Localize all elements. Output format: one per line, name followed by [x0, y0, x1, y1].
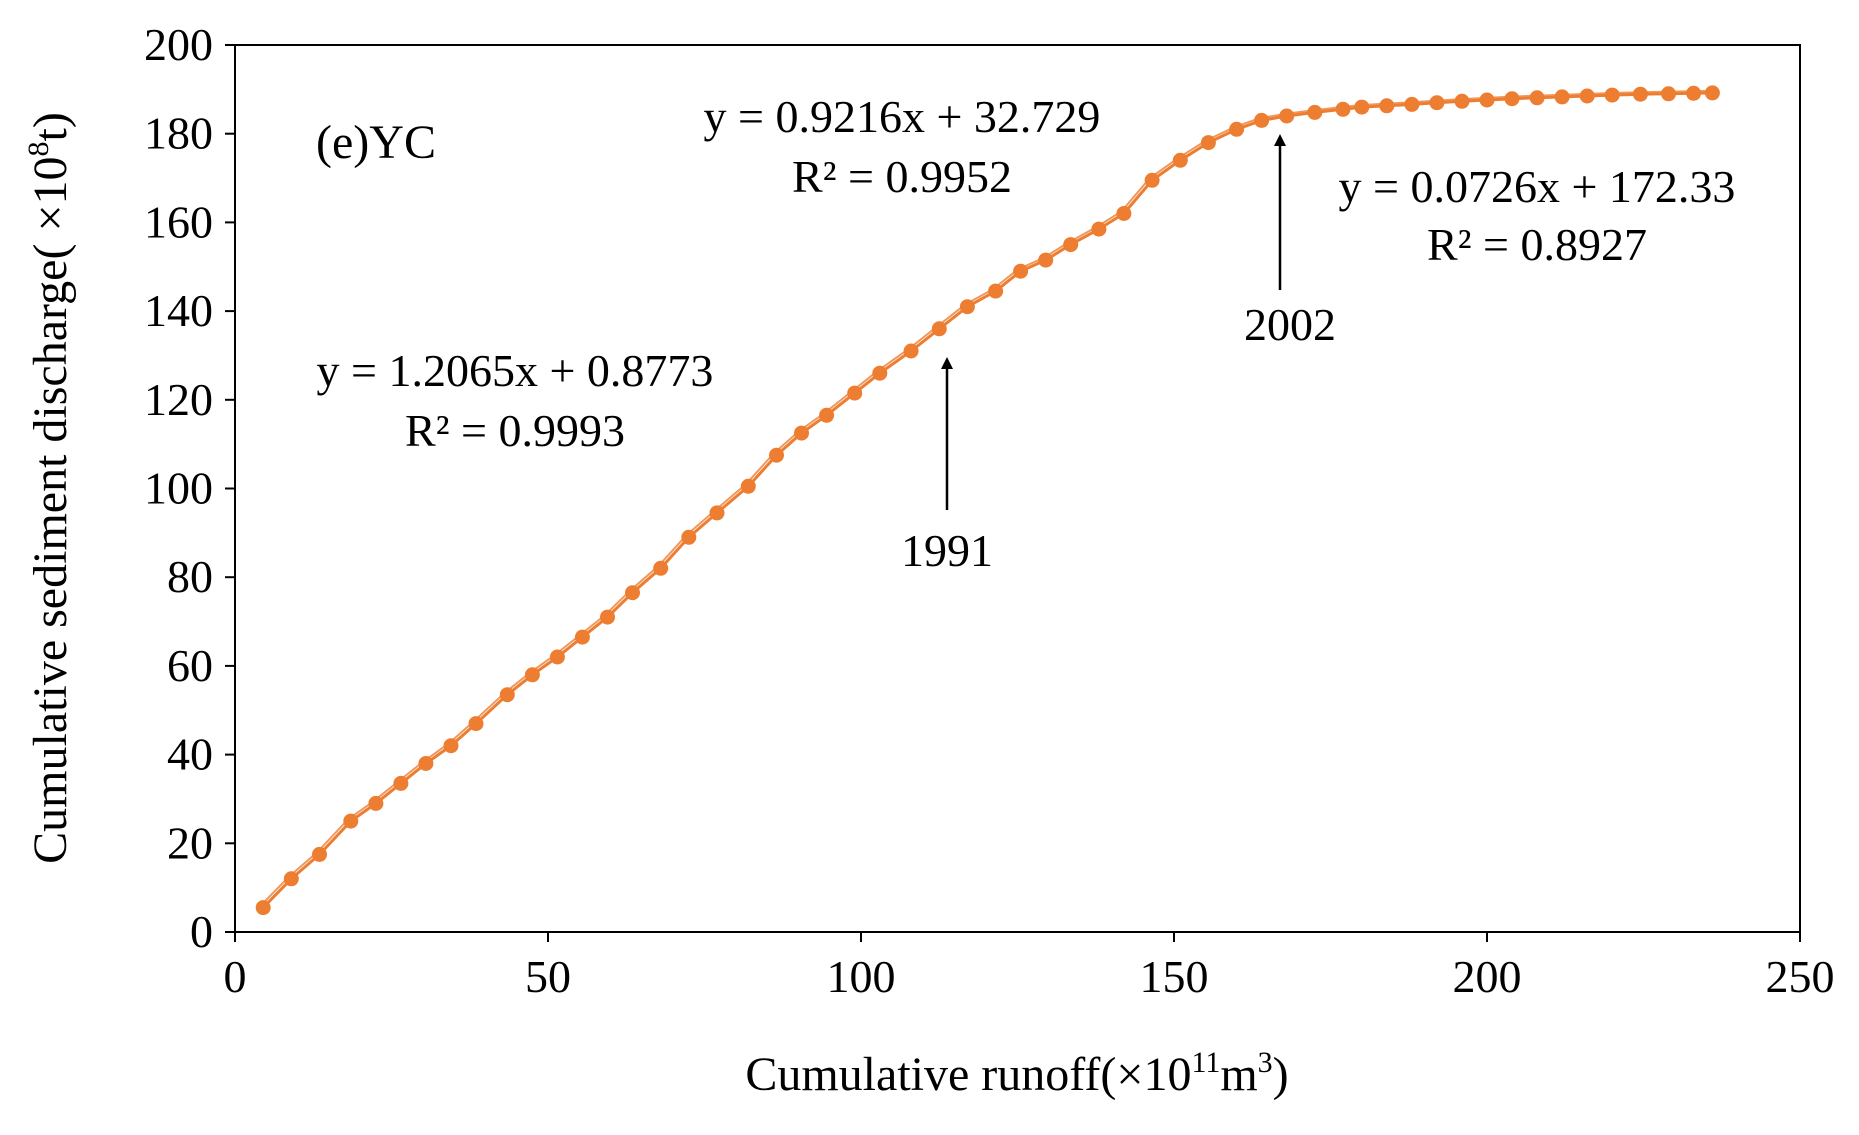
y-tick-label: 120 [144, 374, 213, 425]
data-point [255, 900, 271, 916]
y-tick-label: 140 [144, 285, 213, 336]
y-axis-title: Cumulative sediment discharge( ×108t) [22, 112, 77, 864]
data-point [625, 585, 640, 601]
y-tick-label: 0 [190, 906, 213, 957]
data-point [1429, 95, 1445, 111]
data-point [959, 299, 975, 315]
data-point [574, 629, 590, 645]
y-tick-label: 200 [144, 19, 213, 70]
data-point [1686, 85, 1702, 101]
y-tick-label: 60 [167, 640, 213, 691]
data-point [1354, 99, 1370, 115]
data-point [524, 667, 540, 683]
x-axis-title: Cumulative runoff(×1011m3) [745, 1046, 1288, 1101]
data-point [499, 687, 515, 703]
arrow-annotation-2002: 2002 [1244, 134, 1336, 350]
y-tick-label: 100 [144, 463, 213, 514]
data-point [1254, 112, 1270, 128]
data-point [1200, 135, 1216, 151]
data-point [1379, 98, 1395, 114]
data-point [1454, 93, 1470, 109]
trendline-equation-1: y = 1.2065x + 0.8773 [317, 345, 714, 396]
y-tick-label: 80 [167, 551, 213, 602]
data-point [1579, 88, 1595, 104]
data-point [343, 813, 359, 829]
series-layer [255, 85, 1720, 916]
y-tick-label: 160 [144, 196, 213, 247]
x-tick-label: 0 [224, 951, 247, 1002]
x-tick-label: 200 [1453, 951, 1522, 1002]
data-point [1307, 104, 1323, 120]
panel-label: (e)YC [316, 116, 436, 169]
data-point [740, 478, 756, 494]
data-point [903, 343, 919, 359]
data-point [1038, 252, 1054, 268]
x-tick-label: 150 [1140, 951, 1209, 1002]
data-point [393, 775, 409, 791]
data-point [1116, 206, 1132, 221]
data-point [1013, 263, 1029, 279]
data-point [769, 447, 784, 463]
data-point [1632, 86, 1648, 102]
x-tick-label: 100 [827, 951, 896, 1002]
y-axis-ticks: 0 20 40 60 80 100 120 140 160 180 200 [144, 19, 235, 957]
data-point [1604, 87, 1620, 103]
data-point [653, 560, 669, 576]
data-point [600, 609, 615, 625]
data-point [1529, 90, 1545, 106]
data-point [681, 529, 697, 545]
arrow-1991-label: 1991 [901, 525, 993, 576]
series-line [262, 91, 1713, 909]
series-trendline [259, 89, 1710, 907]
data-point [1063, 237, 1079, 253]
data-point [1404, 96, 1420, 112]
data-point [1335, 101, 1351, 117]
trendline-annotation-1: y = 1.2065x + 0.8773 R² = 0.9993 [317, 345, 714, 456]
data-point [549, 649, 565, 665]
data-point [1661, 86, 1676, 102]
data-point [819, 407, 835, 423]
data-point [988, 283, 1004, 299]
data-point [468, 716, 484, 732]
data-point [1504, 91, 1520, 107]
arrow-annotation-1991: 1991 [901, 357, 993, 576]
data-point [1554, 89, 1570, 105]
data-point [1704, 85, 1720, 101]
data-point [1172, 152, 1188, 168]
data-point [418, 756, 434, 771]
x-axis-ticks: 0 50 100 150 200 250 [224, 932, 1835, 1002]
x-tick-label: 250 [1766, 951, 1835, 1002]
y-tick-label: 20 [167, 817, 213, 868]
data-point [1144, 172, 1160, 188]
data-point [283, 871, 299, 887]
data-point [312, 846, 327, 862]
data-point [709, 505, 725, 521]
data-point [931, 321, 947, 337]
data-point [794, 425, 809, 441]
data-point [872, 365, 888, 381]
trendline-r2-2: R² = 0.9952 [792, 151, 1012, 202]
data-point [1229, 121, 1245, 137]
data-point [368, 795, 384, 811]
trendline-equation-2: y = 0.9216x + 32.729 [704, 91, 1101, 142]
arrow-2002-label: 2002 [1244, 299, 1336, 350]
data-point [847, 385, 863, 401]
trendline-r2-1: R² = 0.9993 [405, 405, 625, 456]
data-point [1279, 108, 1295, 124]
data-point [1091, 221, 1107, 237]
y-tick-label: 40 [167, 729, 213, 780]
y-tick-label: 180 [144, 108, 213, 159]
trendline-annotation-2: y = 0.9216x + 32.729 R² = 0.9952 [704, 91, 1101, 202]
x-tick-label: 50 [525, 951, 571, 1002]
trendline-annotation-3: y = 0.0726x + 172.33 R² = 0.8927 [1339, 161, 1736, 270]
data-point [443, 738, 459, 754]
trendline-equation-3: y = 0.0726x + 172.33 [1339, 161, 1736, 212]
trendline-r2-3: R² = 0.8927 [1427, 219, 1647, 270]
data-point [1479, 92, 1495, 108]
